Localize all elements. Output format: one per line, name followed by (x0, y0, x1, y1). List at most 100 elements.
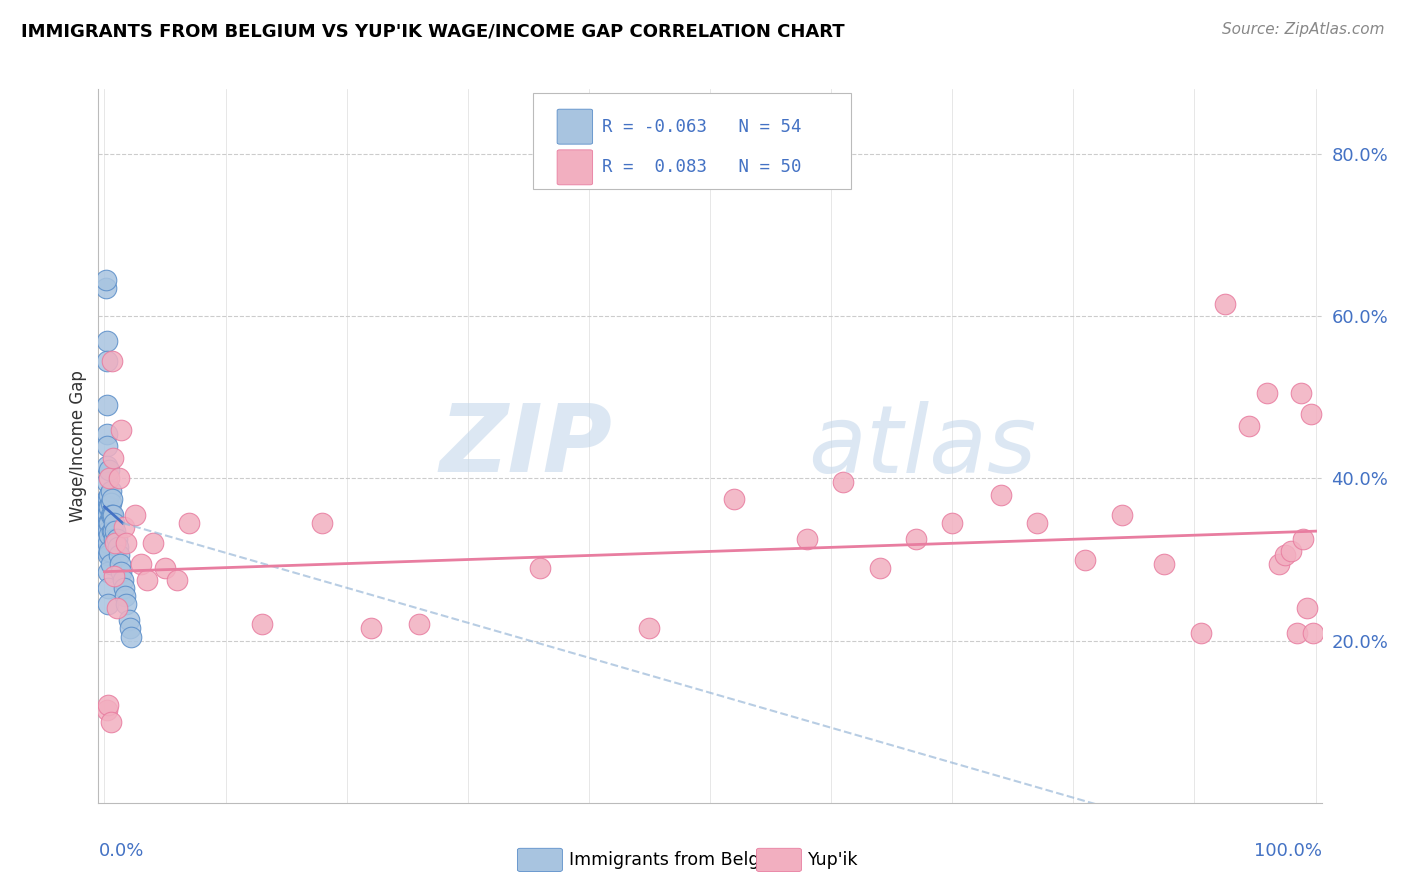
Point (104, 524, 127, 538)
Point (114, 589, 136, 603)
Point (100, 496, 122, 510)
Point (100, 508, 122, 522)
Point (723, 491, 745, 506)
Point (124, 508, 146, 522)
Point (1026, 516, 1049, 530)
FancyBboxPatch shape (533, 93, 851, 189)
Point (1289, 386, 1312, 401)
Point (1299, 407, 1322, 421)
Point (408, 617, 430, 632)
Point (103, 516, 125, 530)
Point (101, 508, 124, 522)
Point (98, 500, 121, 514)
Point (96, 533, 118, 547)
Point (96, 475, 118, 490)
Point (98, 544, 121, 558)
Point (1286, 625, 1309, 640)
Point (115, 597, 138, 611)
Point (96, 520, 118, 534)
Point (97, 524, 120, 538)
Point (100, 354, 122, 368)
Point (110, 565, 132, 579)
Point (1302, 625, 1324, 640)
Point (100, 714, 122, 729)
Point (97, 491, 120, 506)
Point (904, 533, 927, 547)
Point (941, 516, 963, 530)
Point (1237, 418, 1260, 433)
Point (96, 354, 118, 368)
Text: Source: ZipAtlas.com: Source: ZipAtlas.com (1222, 22, 1385, 37)
FancyBboxPatch shape (517, 848, 562, 871)
Point (100, 483, 122, 498)
Point (360, 622, 382, 636)
Point (97, 698, 120, 713)
Text: R = -0.063   N = 54: R = -0.063 N = 54 (602, 118, 801, 136)
Point (1279, 544, 1302, 558)
Text: IMMIGRANTS FROM BELGIUM VS YUP'IK WAGE/INCOME GAP CORRELATION CHART: IMMIGRANTS FROM BELGIUM VS YUP'IK WAGE/I… (21, 22, 845, 40)
Point (96, 544, 118, 558)
Point (832, 475, 855, 490)
FancyBboxPatch shape (557, 150, 592, 185)
Point (990, 488, 1012, 502)
Point (250, 617, 273, 632)
FancyBboxPatch shape (756, 848, 801, 871)
Point (115, 536, 138, 550)
Point (105, 533, 128, 547)
Point (96, 702, 118, 716)
Point (1111, 508, 1133, 522)
Point (111, 573, 134, 587)
Point (1274, 549, 1296, 563)
Text: atlas: atlas (808, 401, 1036, 491)
Point (166, 573, 188, 587)
Point (97, 508, 120, 522)
Point (98, 488, 121, 502)
Point (311, 516, 333, 530)
Point (96, 459, 118, 474)
Point (638, 622, 661, 636)
Point (1292, 533, 1315, 547)
Y-axis label: Wage/Income Gap: Wage/Income Gap (69, 370, 87, 522)
Point (97, 597, 120, 611)
Point (101, 451, 124, 466)
Point (96, 439, 118, 453)
Point (796, 533, 818, 547)
Point (153, 560, 176, 574)
Point (1074, 552, 1097, 566)
Point (1268, 557, 1291, 571)
Point (98, 463, 121, 477)
Point (96, 426, 118, 441)
Point (1296, 601, 1319, 615)
Text: Immigrants from Belgium: Immigrants from Belgium (569, 851, 793, 869)
Point (97, 516, 120, 530)
Point (112, 520, 135, 534)
Point (529, 560, 551, 574)
Point (96, 508, 118, 522)
Point (120, 630, 142, 644)
Point (105, 601, 128, 615)
Point (96, 334, 118, 348)
Text: R =  0.083   N = 50: R = 0.083 N = 50 (602, 159, 801, 177)
Point (110, 423, 132, 437)
Point (98, 528, 121, 542)
Point (98, 471, 121, 485)
Point (94, 273, 117, 287)
Text: 0.0%: 0.0% (98, 842, 143, 860)
Point (1213, 297, 1236, 311)
Point (97, 549, 120, 563)
Point (103, 568, 125, 582)
Point (1256, 386, 1278, 401)
Point (179, 516, 201, 530)
Point (97, 581, 120, 595)
Point (869, 560, 891, 574)
Point (108, 471, 131, 485)
Text: ZIP: ZIP (439, 400, 612, 492)
Point (108, 549, 131, 563)
Point (107, 541, 129, 555)
Point (100, 491, 122, 506)
Point (112, 581, 135, 595)
Point (97, 536, 120, 550)
Point (94, 281, 117, 295)
Point (96, 491, 118, 506)
FancyBboxPatch shape (557, 109, 592, 145)
